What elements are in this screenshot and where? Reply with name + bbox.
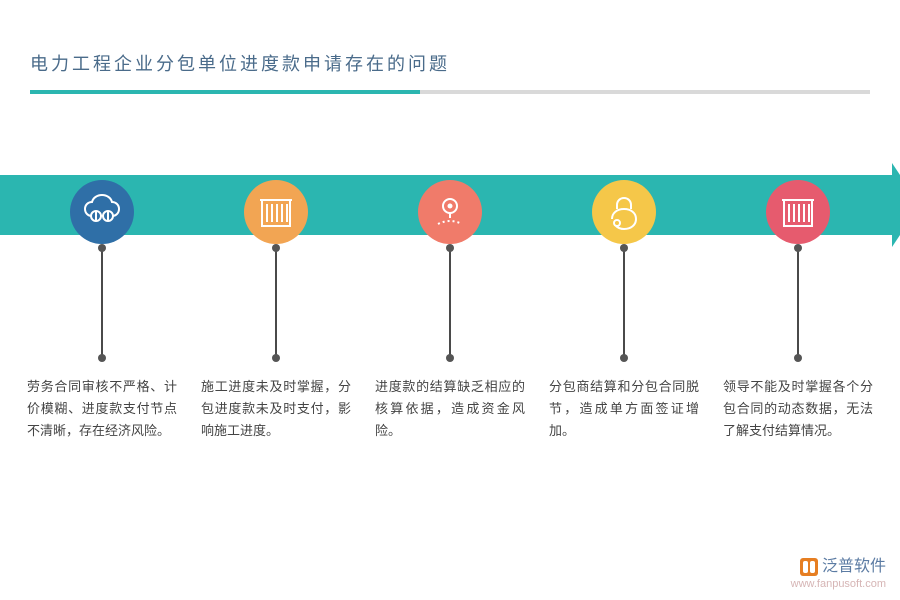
watermark: 泛普软件 www.fanpusoft.com <box>791 552 886 590</box>
item-description: 施工进度未及时掌握，分包进度款未及时支付，影响施工进度。 <box>201 376 351 442</box>
item-description: 分包商结算和分包合同脱节，造成单方面签证增加。 <box>549 376 699 442</box>
timeline-items: 劳务合同审核不严格、计价模糊、进度款支付节点不清晰，存在经济风险。施工进度未及时… <box>0 180 900 442</box>
bars-icon <box>244 180 308 244</box>
timeline-item: 领导不能及时掌握各个分包合同的动态数据，无法了解支付结算情况。 <box>723 180 873 442</box>
title-underline <box>30 90 870 94</box>
connector-line <box>275 248 277 358</box>
watermark-name: 泛普软件 <box>822 558 886 575</box>
page-title: 电力工程企业分包单位进度款申请存在的问题 <box>30 50 450 76</box>
timeline-item: 劳务合同审核不严格、计价模糊、进度款支付节点不清晰，存在经济风险。 <box>27 180 177 442</box>
watermark-logo-icon <box>800 558 818 576</box>
connector-line <box>101 248 103 358</box>
pin-path-icon <box>418 180 482 244</box>
item-description: 领导不能及时掌握各个分包合同的动态数据，无法了解支付结算情况。 <box>723 376 873 442</box>
item-description: 劳务合同审核不严格、计价模糊、进度款支付节点不清晰，存在经济风险。 <box>27 376 177 442</box>
item-description: 进度款的结算缺乏相应的核算依据，造成资金风险。 <box>375 376 525 442</box>
lock-swirl-icon <box>592 180 656 244</box>
timeline-item: 分包商结算和分包合同脱节，造成单方面签证增加。 <box>549 180 699 442</box>
title-underline-accent <box>30 90 420 94</box>
timeline-item: 进度款的结算缺乏相应的核算依据，造成资金风险。 <box>375 180 525 442</box>
watermark-url: www.fanpusoft.com <box>791 578 886 590</box>
connector-line <box>797 248 799 358</box>
connector-line <box>623 248 625 358</box>
timeline-item: 施工进度未及时掌握，分包进度款未及时支付，影响施工进度。 <box>201 180 351 442</box>
bars-icon <box>766 180 830 244</box>
cloud-swirl-icon <box>70 180 134 244</box>
connector-line <box>449 248 451 358</box>
